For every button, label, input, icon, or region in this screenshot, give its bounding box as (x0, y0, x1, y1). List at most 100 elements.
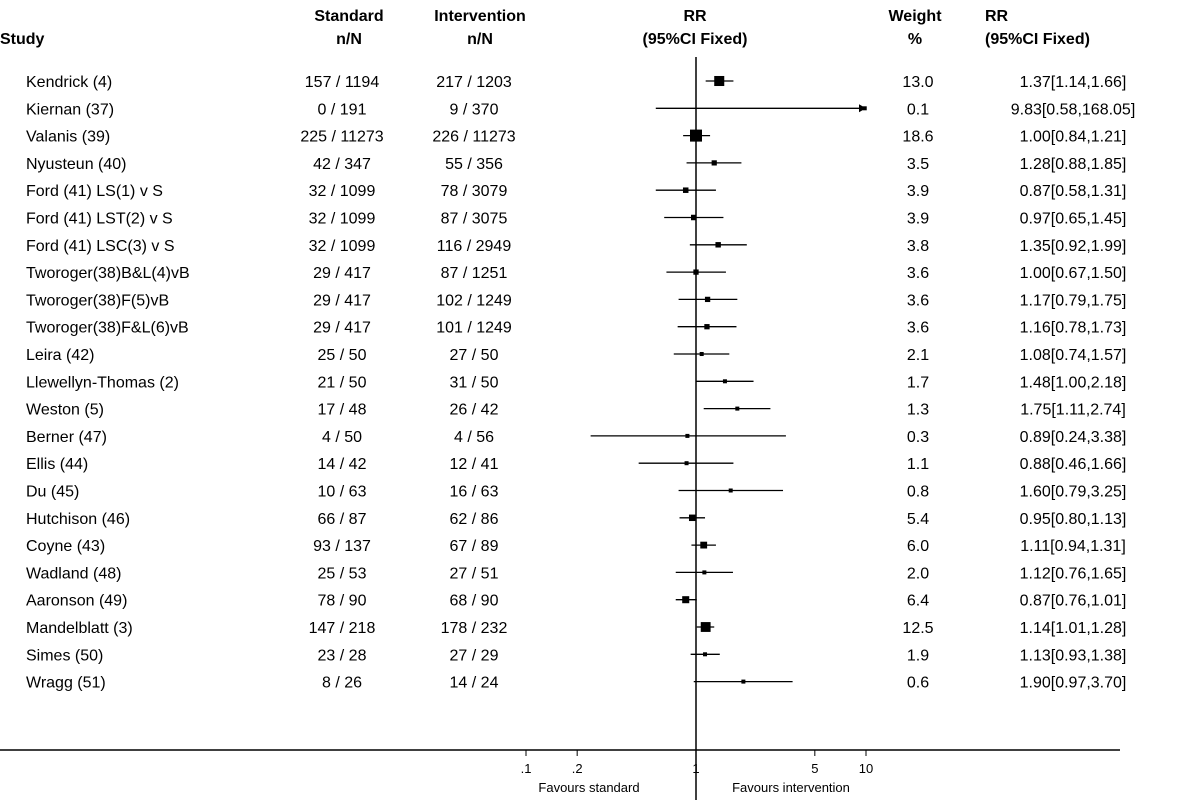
standard-count: 25 / 50 (318, 347, 367, 364)
table-row: Tworoger(38)F&L(6)vB 29 / 417 101 / 1249 3.… (26, 320, 1126, 337)
weight-value: 18.6 (902, 129, 933, 146)
rr-ci-value: 1.00[0.67,1.50] (1020, 265, 1127, 282)
rr-ci-value: 1.60[0.79,3.25] (1020, 484, 1127, 501)
study-name: Tworoger(38)F(5)vB (26, 292, 169, 309)
weight-value: 13.0 (902, 74, 933, 91)
weight-value: 3.9 (907, 183, 929, 200)
study-name: Leira (42) (26, 347, 94, 364)
weight-value: 12.5 (902, 620, 933, 637)
study-name: Ford (41) LST(2) v S (26, 211, 173, 228)
header-weight-sub: % (908, 31, 922, 48)
table-row: Simes (50) 23 / 28 27 / 29 1.9 1.13[0.93,1.3… (26, 647, 1126, 664)
weight-value: 0.8 (907, 484, 929, 501)
rr-ci-value: 0.89[0.24,3.38] (1020, 429, 1127, 446)
x-tick-label: 10 (859, 761, 873, 776)
standard-count: 32 / 1099 (309, 183, 376, 200)
table-row: Aaronson (49) 78 / 90 68 / 90 6.4 0.87[0.76,… (26, 593, 1126, 610)
header-rr-plot-sub: (95%CI Fixed) (643, 31, 748, 48)
intervention-count: 78 / 3079 (441, 183, 508, 200)
point-estimate (728, 488, 733, 493)
x-tick-label: 5 (811, 761, 818, 776)
weight-value: 0.1 (907, 101, 929, 118)
standard-count: 29 / 417 (313, 292, 371, 309)
intervention-count: 101 / 1249 (436, 320, 512, 337)
study-name: Wragg (51) (26, 675, 106, 692)
x-tick-label: .1 (521, 761, 532, 776)
standard-count: 147 / 218 (309, 620, 376, 637)
standard-count: 157 / 1194 (305, 74, 380, 91)
study-rows: Kendrick (4) 157 / 1194 217 / 1203 13.0 1.37… (26, 74, 1135, 692)
rr-ci-value: 1.17[0.79,1.75] (1020, 292, 1127, 309)
standard-count: 25 / 53 (318, 565, 367, 582)
rr-ci-value: 0.97[0.65,1.45] (1020, 211, 1127, 228)
table-row: Wragg (51) 8 / 26 14 / 24 0.6 1.90[0.97,3.70… (26, 675, 1126, 692)
rr-ci-value: 0.95[0.80,1.13] (1020, 511, 1127, 528)
point-estimate (688, 514, 696, 522)
point-estimate (722, 379, 727, 384)
intervention-count: 14 / 24 (450, 675, 499, 692)
rr-ci-value: 0.88[0.46,1.66] (1020, 456, 1127, 473)
study-name: Tworoger(38)F&L(6)vB (26, 320, 189, 337)
rr-ci-value: 1.14[1.01,1.28] (1020, 620, 1127, 637)
intervention-count: 16 / 63 (450, 484, 499, 501)
rr-ci-value: 0.87[0.76,1.01] (1020, 593, 1127, 610)
study-name: Valanis (39) (26, 129, 110, 146)
standard-count: 93 / 137 (313, 538, 371, 555)
point-estimate (684, 461, 689, 466)
intervention-count: 178 / 232 (441, 620, 508, 637)
weight-value: 6.4 (907, 593, 929, 610)
rr-ci-value: 1.90[0.97,3.70] (1020, 675, 1127, 692)
rr-ci-value: 1.16[0.78,1.73] (1020, 320, 1127, 337)
header-standard-sub: n/N (336, 31, 362, 48)
standard-count: 29 / 417 (313, 320, 371, 337)
header-intervention: Intervention (434, 8, 526, 25)
rr-ci-value: 1.28[0.88,1.85] (1020, 156, 1127, 173)
intervention-count: 67 / 89 (450, 538, 499, 555)
table-row: Mandelblatt (3) 147 / 218 178 / 232 12.5 1.1… (26, 620, 1126, 637)
weight-value: 6.0 (907, 538, 929, 555)
rr-ci-value: 1.48[1.00,2.18] (1020, 374, 1127, 391)
weight-value: 3.6 (907, 320, 929, 337)
intervention-count: 26 / 42 (450, 402, 499, 419)
table-row: Du (45) 10 / 63 16 / 63 0.8 1.60[0.79,3.25] (26, 484, 1126, 501)
weight-value: 3.9 (907, 211, 929, 228)
weight-value: 2.0 (907, 565, 929, 582)
table-row: Kiernan (37) 0 / 191 9 / 370 0.1 9.83[0.58,1… (26, 101, 1135, 118)
rr-ci-value: 9.83[0.58,168.05] (1011, 101, 1136, 118)
rr-ci-value: 1.08[0.74,1.57] (1020, 347, 1127, 364)
point-estimate (682, 187, 689, 193)
intervention-count: 87 / 1251 (441, 265, 508, 282)
weight-value: 3.8 (907, 238, 929, 255)
table-header: Study Standard n/N Intervention n/N RR (… (0, 8, 1090, 48)
table-row: Leira (42) 25 / 50 27 / 50 2.1 1.08[0.74,1.5… (26, 347, 1126, 364)
x-tick-label: 1 (692, 761, 699, 776)
standard-count: 8 / 26 (322, 675, 362, 692)
study-name: Mandelblatt (3) (26, 620, 133, 637)
intervention-count: 27 / 50 (450, 347, 499, 364)
study-name: Wadland (48) (26, 565, 121, 582)
intervention-count: 87 / 3075 (441, 211, 508, 228)
table-row: Ford (41) LST(2) v S 32 / 1099 87 / 3075 3.… (26, 211, 1126, 228)
table-row: Ellis (44) 14 / 42 12 / 41 1.1 0.88[0.46,1.6… (26, 456, 1126, 473)
standard-count: 10 / 63 (318, 484, 367, 501)
x-tick-label: .2 (572, 761, 583, 776)
standard-count: 17 / 48 (318, 402, 367, 419)
study-name: Kendrick (4) (26, 74, 112, 91)
table-row: Tworoger(38)F(5)vB 29 / 417 102 / 1249 3.6 1… (26, 292, 1126, 309)
table-row: Valanis (39) 225 / 11273 226 / 11273 18.6 1.… (26, 129, 1126, 146)
weight-value: 0.6 (907, 675, 929, 692)
study-name: Du (45) (26, 484, 79, 501)
weight-value: 3.6 (907, 292, 929, 309)
standard-count: 14 / 42 (318, 456, 367, 473)
weight-value: 5.4 (907, 511, 929, 528)
intervention-count: 68 / 90 (450, 593, 499, 610)
favours-standard-label: Favours standard (538, 780, 639, 795)
point-estimate (700, 622, 711, 632)
weight-value: 1.9 (907, 647, 929, 664)
weight-value: 1.7 (907, 374, 929, 391)
ci-arrow (859, 104, 866, 113)
intervention-count: 102 / 1249 (436, 292, 512, 309)
header-rr-plot: RR (683, 8, 707, 25)
standard-count: 21 / 50 (318, 374, 367, 391)
